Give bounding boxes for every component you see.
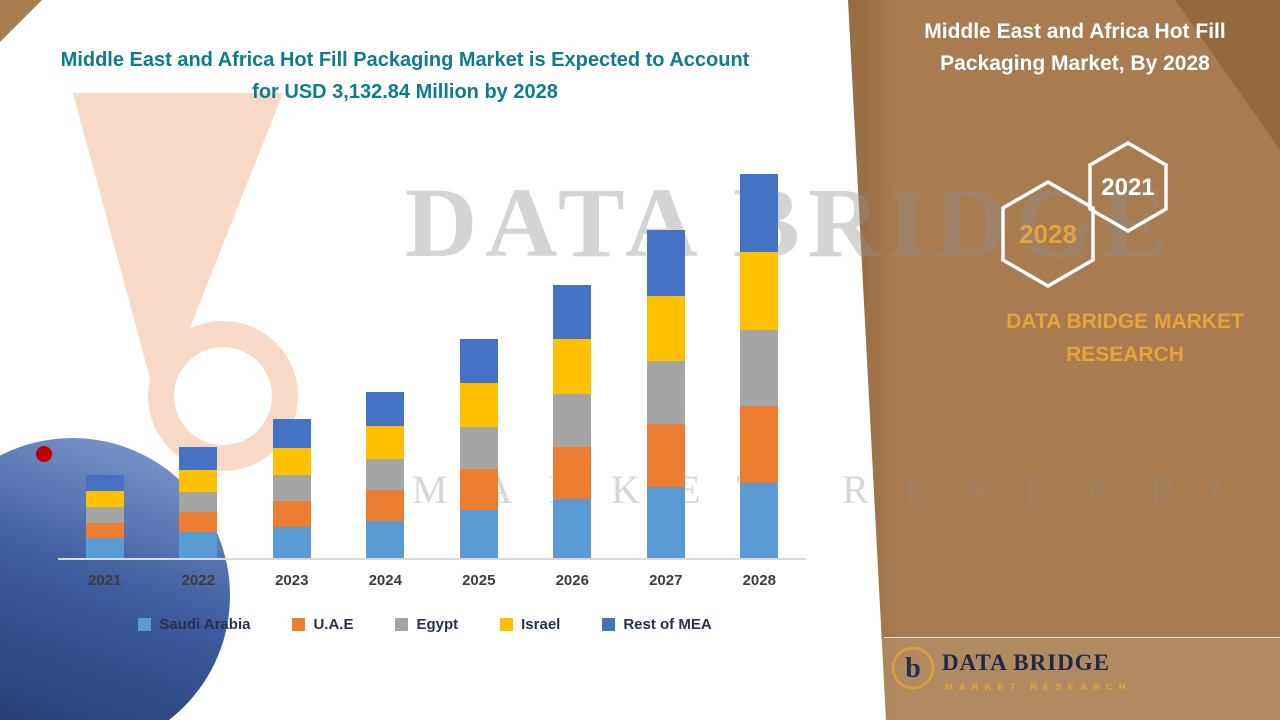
segment-u-a-e-2021: [85, 522, 124, 538]
segment-egypt-2024: [366, 458, 405, 491]
x-tick-2023: 2023: [275, 572, 309, 589]
legend-item-u-a-e: U.A.E: [292, 616, 353, 633]
segment-rest-of-mea-2024: [366, 392, 405, 426]
segment-egypt-2027: [646, 360, 685, 424]
x-tick-2027: 2027: [649, 572, 683, 589]
chart-title: Middle East and Africa Hot Fill Packagin…: [60, 49, 750, 103]
segment-israel-2025: [459, 383, 498, 427]
segment-u-a-e-2027: [646, 423, 685, 487]
x-tick-2024: 2024: [368, 572, 402, 589]
segment-saudi-arabia-2023: [272, 526, 311, 558]
x-tick-2021: 2021: [88, 572, 122, 589]
segment-rest-of-mea-2023: [272, 419, 311, 448]
segment-egypt-2022: [179, 491, 218, 513]
segment-rest-of-mea-2028: [740, 174, 779, 253]
stacked-bar-chart: [58, 166, 806, 560]
bar-2022: [179, 447, 218, 558]
legend-swatch-saudi-arabia: [138, 618, 152, 631]
segment-u-a-e-2025: [459, 468, 498, 511]
hexagon-year-2021: 2021: [1101, 174, 1155, 201]
right-panel-content: Middle East and Africa Hot Fill Packagin…: [840, 0, 1280, 720]
footer-divider: [884, 637, 1280, 638]
segment-u-a-e-2024: [366, 490, 405, 522]
legend-swatch-egypt: [395, 618, 409, 631]
svg-text:b: b: [905, 653, 921, 684]
legend-item-israel: Israel: [500, 616, 560, 633]
panel-footer-band: [848, 638, 1280, 720]
red-dot-decoration: [36, 446, 52, 462]
segment-israel-2021: [85, 491, 124, 508]
x-tick-2028: 2028: [742, 572, 776, 589]
x-axis-labels: 2021 2022 2023 2024 2025 2026 2027 2028: [58, 572, 806, 589]
bar-2023: [272, 419, 311, 558]
segment-saudi-arabia-2028: [740, 482, 779, 558]
bar-2024: [366, 392, 405, 558]
segment-israel-2027: [646, 295, 685, 361]
segment-rest-of-mea-2021: [85, 474, 124, 492]
x-tick-2022: 2022: [181, 572, 215, 589]
legend-swatch-u-a-e: [292, 618, 306, 631]
segment-saudi-arabia-2026: [553, 499, 592, 558]
segment-israel-2023: [272, 447, 311, 476]
x-tick-2025: 2025: [462, 572, 496, 589]
bar-2028: [740, 174, 779, 558]
legend-label: U.A.E: [313, 616, 354, 633]
panel-title: Middle East and Africa Hot Fill Packagin…: [924, 20, 1226, 75]
legend-item-egypt: Egypt: [395, 616, 458, 633]
corner-triangle-decoration: [0, 0, 42, 42]
data-bridge-b-watermark-icon: [73, 93, 298, 471]
legend-label: Saudi Arabia: [159, 616, 251, 633]
legend-label: Egypt: [416, 616, 459, 633]
segment-saudi-arabia-2027: [646, 486, 685, 558]
segment-u-a-e-2022: [179, 512, 218, 533]
segment-israel-2028: [740, 252, 779, 330]
segment-saudi-arabia-2021: [85, 537, 124, 558]
segment-egypt-2023: [272, 475, 311, 502]
segment-egypt-2021: [85, 507, 124, 523]
chart-legend: Saudi Arabia U.A.E Egypt Israel Rest of MEA: [40, 616, 810, 633]
hexagon-year-2028: 2028: [1019, 219, 1077, 249]
brand-text: DATA BRIDGE MARKET RESEARCH: [1006, 310, 1244, 366]
segment-saudi-arabia-2025: [459, 510, 498, 558]
footer-brand-tagline: MARKET RESEARCH: [945, 682, 1132, 693]
legend-item-rest-of-mea: Rest of MEA: [602, 616, 712, 633]
segment-israel-2024: [366, 425, 405, 459]
segment-rest-of-mea-2022: [179, 447, 218, 470]
legend-label: Rest of MEA: [623, 616, 712, 633]
segment-israel-2026: [553, 339, 592, 394]
segment-rest-of-mea-2025: [459, 339, 498, 384]
segment-u-a-e-2028: [740, 405, 779, 483]
segment-rest-of-mea-2027: [646, 230, 685, 296]
x-tick-2026: 2026: [555, 572, 589, 589]
segment-rest-of-mea-2026: [553, 284, 592, 340]
data-bridge-logo-icon: b: [891, 646, 935, 690]
bar-2025: [459, 339, 498, 558]
segment-saudi-arabia-2022: [179, 532, 218, 558]
bar-2021: [85, 474, 124, 558]
legend-swatch-rest-of-mea: [602, 618, 616, 631]
footer-brand-name: DATA BRIDGE: [942, 650, 1110, 675]
legend-item-saudi-arabia: Saudi Arabia: [138, 616, 250, 633]
year-hexagons-icon: [1001, 140, 1168, 289]
legend-swatch-israel: [500, 618, 514, 631]
legend-label: Israel: [521, 616, 561, 633]
segment-israel-2022: [179, 469, 218, 492]
bar-2027: [646, 230, 685, 558]
bar-2026: [553, 284, 592, 558]
segment-u-a-e-2023: [272, 501, 311, 527]
segment-u-a-e-2026: [553, 446, 592, 500]
right-panel-background: [848, 0, 1280, 720]
segment-egypt-2026: [553, 393, 592, 447]
segment-egypt-2025: [459, 426, 498, 469]
segment-saudi-arabia-2024: [366, 521, 405, 558]
segment-egypt-2028: [740, 329, 779, 406]
